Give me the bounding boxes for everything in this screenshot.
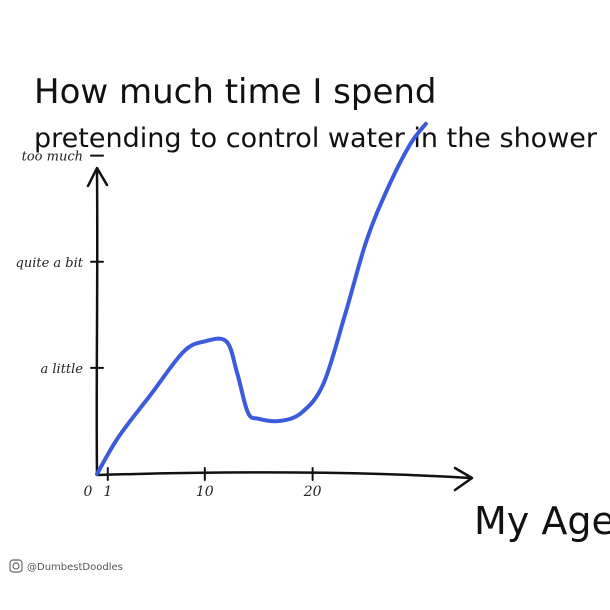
y-axis-arrowhead	[86, 166, 109, 188]
x-tick-label: 0	[84, 484, 93, 500]
x-tick-label: 10	[196, 484, 214, 500]
y-tick-label: quite a bit	[16, 256, 84, 271]
y-ticks: a little quite a bit too much	[16, 150, 104, 377]
x-axis-arrowhead	[453, 466, 474, 492]
chart-title: How much time I spend	[34, 72, 437, 112]
y-tick-label: a little	[41, 362, 84, 377]
y-axis-line	[95, 170, 99, 477]
x-tick-label: 1	[103, 484, 112, 500]
chart-subtitle: pretending to control water in the showe…	[34, 123, 598, 154]
x-tick-label: 20	[303, 484, 322, 500]
x-axis-label: My Age	[474, 499, 610, 543]
x-ticks: 0 1 10 20	[84, 467, 322, 500]
y-tick-label: too much	[22, 150, 83, 165]
series-layer	[95, 121, 428, 476]
series-line	[95, 121, 428, 476]
axes	[86, 166, 474, 492]
x-axis-line	[95, 471, 472, 480]
credit-handle: @DumbestDoodles	[27, 562, 123, 573]
instagram-icon	[9, 559, 23, 573]
